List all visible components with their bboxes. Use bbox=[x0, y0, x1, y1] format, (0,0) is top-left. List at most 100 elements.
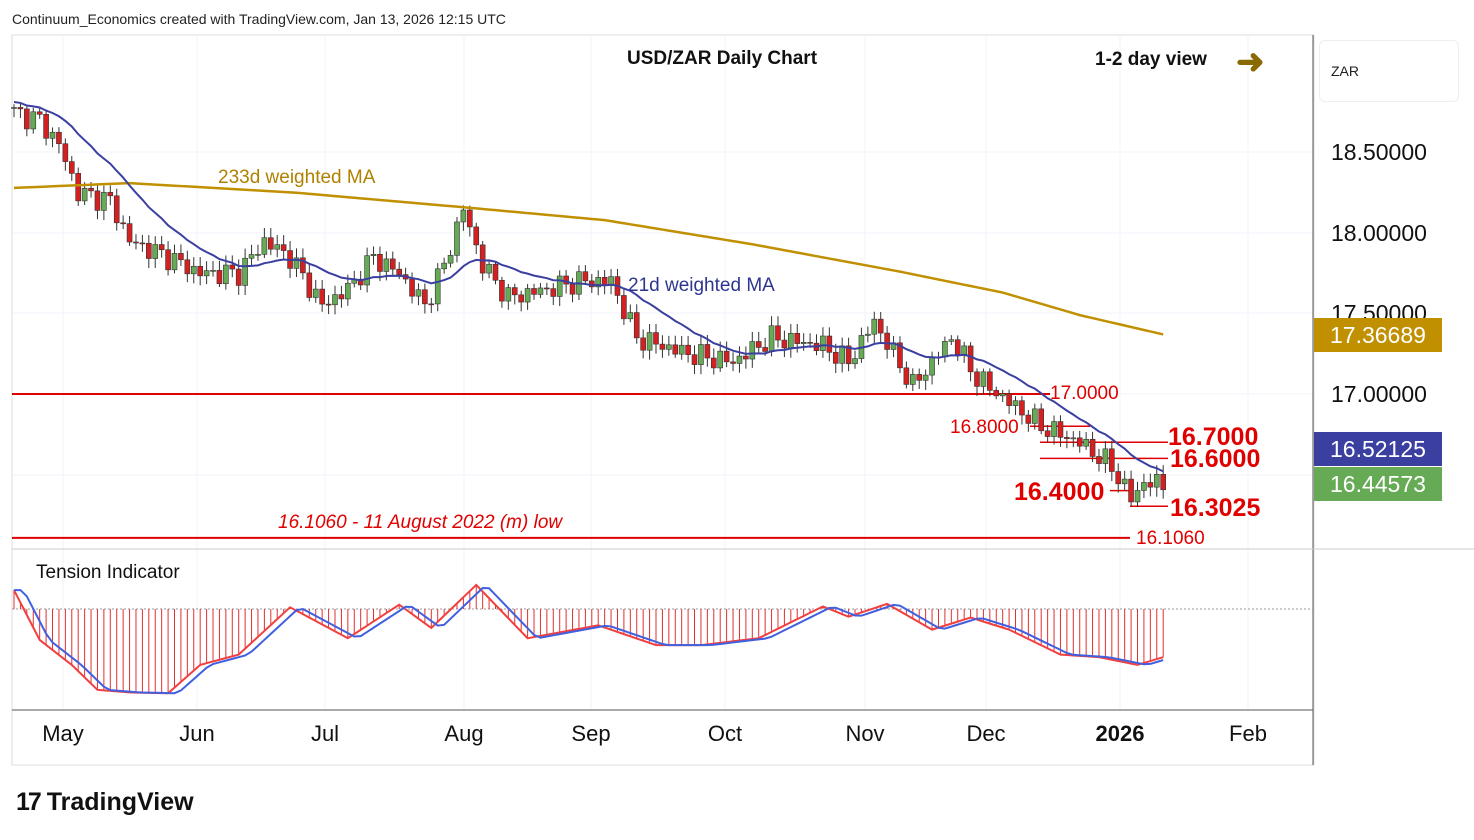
candle-up bbox=[312, 288, 319, 298]
level-label: 16.7000 bbox=[1168, 423, 1259, 451]
candle-up bbox=[800, 342, 807, 344]
candle-down bbox=[492, 263, 499, 281]
candle-down bbox=[832, 351, 839, 364]
candle-down bbox=[107, 192, 114, 197]
candle-up bbox=[524, 288, 531, 303]
candle-down bbox=[672, 344, 679, 355]
candle-up bbox=[1083, 438, 1089, 447]
candle-down bbox=[897, 342, 903, 369]
level-label: 16.6000 bbox=[1170, 445, 1261, 473]
candle-down bbox=[319, 288, 325, 305]
candle-down bbox=[653, 332, 659, 345]
candle-up bbox=[865, 333, 871, 336]
candle-down bbox=[903, 367, 910, 385]
candle-down bbox=[197, 265, 203, 277]
candle-down bbox=[531, 288, 537, 295]
candle-down bbox=[216, 270, 223, 285]
candle-up bbox=[948, 339, 955, 342]
level-label: 16.3025 bbox=[1170, 494, 1261, 522]
candle-down bbox=[704, 344, 711, 359]
y-tick: 18.50000 bbox=[1331, 139, 1427, 165]
candle-up bbox=[678, 344, 685, 355]
candle-down bbox=[357, 278, 364, 286]
candle-down bbox=[550, 288, 557, 297]
candle-up bbox=[1121, 478, 1128, 485]
level-label: 16.1060 bbox=[1136, 528, 1205, 549]
brand-name: TradingView bbox=[46, 788, 194, 816]
candle-down bbox=[396, 268, 403, 275]
candle-down bbox=[1064, 437, 1070, 439]
candle-up bbox=[871, 318, 878, 335]
candle-up bbox=[942, 341, 948, 358]
candle-up bbox=[646, 332, 653, 351]
candle-down bbox=[993, 390, 1000, 397]
candle-up bbox=[454, 221, 460, 256]
candle-down bbox=[807, 342, 813, 344]
candle-down bbox=[1038, 408, 1044, 432]
candle-down bbox=[184, 259, 191, 275]
candle-down bbox=[916, 374, 923, 381]
y-tick: 18.00000 bbox=[1331, 220, 1427, 246]
candle-down bbox=[280, 244, 287, 251]
candle-down bbox=[338, 294, 345, 300]
candle-up bbox=[961, 345, 967, 355]
candle-up bbox=[415, 289, 422, 297]
candle-down bbox=[389, 258, 396, 270]
candle-down bbox=[377, 254, 383, 272]
currency-label: ZAR bbox=[1331, 63, 1359, 79]
indicator-blue-line bbox=[14, 586, 1164, 695]
candle-up bbox=[30, 111, 37, 130]
candle-down bbox=[94, 190, 101, 211]
candle-down bbox=[113, 195, 120, 224]
candle-down bbox=[633, 312, 640, 339]
candle-down bbox=[723, 350, 730, 363]
candle-up bbox=[383, 258, 390, 272]
candle-up bbox=[81, 187, 88, 202]
candle-down bbox=[1115, 471, 1122, 485]
candle-down bbox=[1128, 478, 1134, 503]
candle-up bbox=[274, 244, 281, 250]
x-tick: Aug bbox=[444, 721, 484, 746]
chart-title: USD/ZAR Daily Chart bbox=[627, 48, 818, 69]
candle-down bbox=[1019, 400, 1025, 416]
candle-down bbox=[126, 223, 133, 243]
level-label: 16.8000 bbox=[950, 417, 1019, 438]
candle-up bbox=[203, 270, 210, 277]
candle-down bbox=[518, 294, 524, 303]
candle-down bbox=[178, 253, 184, 261]
x-tick: Feb bbox=[1229, 721, 1267, 746]
candle-down bbox=[88, 187, 94, 192]
candle-up bbox=[595, 277, 602, 288]
candle-up bbox=[666, 344, 672, 350]
candle-up bbox=[447, 255, 454, 264]
candle-down bbox=[229, 264, 236, 270]
candle-down bbox=[730, 361, 736, 364]
candle-down bbox=[428, 303, 435, 306]
level-label: 17.0000 bbox=[1050, 383, 1119, 404]
candle-up bbox=[49, 131, 56, 139]
candle-up bbox=[1153, 473, 1160, 488]
candle-up bbox=[788, 332, 794, 349]
candle-down bbox=[62, 143, 69, 162]
candle-down bbox=[826, 335, 833, 353]
candle-down bbox=[755, 341, 762, 348]
currency-box[interactable]: ZAR bbox=[1319, 40, 1459, 102]
candle-down bbox=[710, 357, 717, 369]
candle-down bbox=[794, 332, 801, 344]
candle-up bbox=[505, 287, 512, 302]
candle-down bbox=[1089, 438, 1096, 457]
candle-down bbox=[884, 332, 890, 350]
candle-up bbox=[11, 107, 17, 109]
candle-down bbox=[1076, 437, 1083, 447]
x-tick: 2026 bbox=[1095, 721, 1145, 746]
candle-up bbox=[345, 282, 351, 300]
candle-down bbox=[133, 241, 139, 244]
indicator-title: Tension Indicator bbox=[36, 562, 180, 583]
candle-down bbox=[775, 325, 781, 341]
candle-down bbox=[235, 268, 242, 286]
tradingview-logo[interactable]: 17 TradingView bbox=[16, 788, 194, 816]
candle-down bbox=[68, 161, 75, 174]
close-price-badge: 16.44573 bbox=[1314, 467, 1442, 501]
